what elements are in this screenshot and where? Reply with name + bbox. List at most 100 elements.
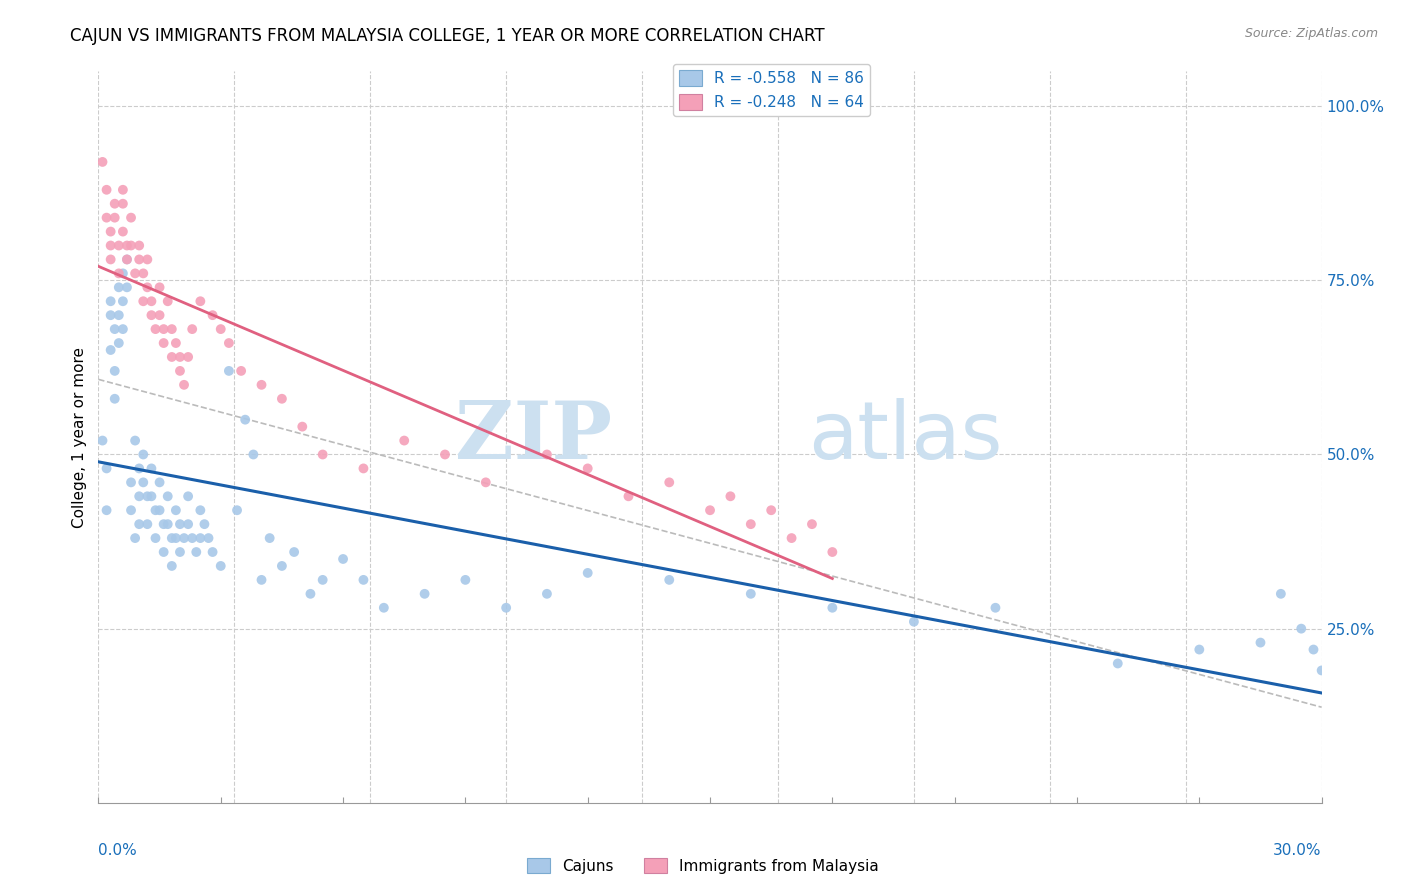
Point [120, 475, 142, 490]
Point [740, 587, 762, 601]
Point [201, 308, 224, 322]
Point [169, 350, 191, 364]
Point [108, 308, 131, 322]
Point [132, 475, 155, 490]
Point [128, 238, 150, 252]
Point [152, 336, 174, 351]
Point [128, 461, 150, 475]
Point [141, 294, 163, 309]
Point [100, 225, 122, 239]
Point [145, 322, 167, 336]
Point [1270, 587, 1292, 601]
Point [104, 322, 127, 336]
Point [177, 350, 200, 364]
Point [108, 280, 131, 294]
Point [128, 517, 150, 532]
Point [392, 434, 416, 448]
Point [1310, 664, 1333, 678]
Point [108, 336, 131, 351]
Point [226, 503, 249, 517]
Point [145, 503, 167, 517]
Legend: Cajuns, Immigrants from Malaysia: Cajuns, Immigrants from Malaysia [520, 852, 886, 880]
Point [233, 412, 256, 426]
Point [160, 531, 183, 545]
Text: CAJUN VS IMMIGRANTS FROM MALAYSIA COLLEGE, 1 YEAR OR MORE CORRELATION CHART: CAJUN VS IMMIGRANTS FROM MALAYSIA COLLEG… [70, 27, 825, 45]
Point [111, 196, 134, 211]
Point [299, 587, 322, 601]
Point [152, 322, 174, 336]
Point [141, 308, 163, 322]
Point [1302, 642, 1324, 657]
Point [141, 489, 163, 503]
Point [617, 489, 640, 503]
Point [699, 503, 721, 517]
Point [128, 252, 150, 267]
Point [188, 294, 212, 309]
Point [209, 322, 232, 336]
Point [156, 294, 179, 309]
Point [104, 364, 127, 378]
Point [149, 308, 172, 322]
Point [454, 573, 477, 587]
Point [132, 294, 155, 309]
Point [156, 517, 179, 532]
Y-axis label: College, 1 year or more: College, 1 year or more [72, 347, 87, 527]
Point [984, 600, 1007, 615]
Point [373, 600, 395, 615]
Point [100, 238, 122, 252]
Point [91, 434, 114, 448]
Point [136, 280, 159, 294]
Point [173, 531, 195, 545]
Point [495, 600, 517, 615]
Point [91, 155, 114, 169]
Point [165, 531, 187, 545]
Point [165, 336, 187, 351]
Point [177, 489, 200, 503]
Point [108, 238, 131, 252]
Point [104, 196, 127, 211]
Point [821, 600, 844, 615]
Point [218, 336, 240, 351]
Point [149, 503, 172, 517]
Point [201, 545, 224, 559]
Text: atlas: atlas [808, 398, 1002, 476]
Point [536, 448, 558, 462]
Point [145, 531, 167, 545]
Point [160, 350, 183, 364]
Point [474, 475, 498, 490]
Point [128, 489, 150, 503]
Point [96, 461, 118, 475]
Point [111, 266, 134, 280]
Point [903, 615, 925, 629]
Point [270, 558, 294, 573]
Point [96, 503, 118, 517]
Point [821, 545, 844, 559]
Point [658, 573, 681, 587]
Point [120, 503, 142, 517]
Point [132, 266, 155, 280]
Point [576, 461, 599, 475]
Point [177, 517, 200, 532]
Point [312, 573, 335, 587]
Point [152, 517, 174, 532]
Point [104, 211, 127, 225]
Point [186, 545, 208, 559]
Point [197, 531, 219, 545]
Point [100, 343, 122, 357]
Point [536, 587, 558, 601]
Point [188, 503, 212, 517]
Point [270, 392, 294, 406]
Point [156, 489, 179, 503]
Point [96, 183, 118, 197]
Point [115, 280, 138, 294]
Point [173, 377, 195, 392]
Point [160, 322, 183, 336]
Point [141, 461, 163, 475]
Point [111, 225, 134, 239]
Text: 30.0%: 30.0% [1274, 843, 1322, 858]
Point [434, 448, 457, 462]
Legend: R = -0.558   N = 86, R = -0.248   N = 64: R = -0.558 N = 86, R = -0.248 N = 64 [672, 64, 870, 116]
Point [115, 238, 138, 252]
Point [96, 211, 118, 225]
Point [120, 211, 142, 225]
